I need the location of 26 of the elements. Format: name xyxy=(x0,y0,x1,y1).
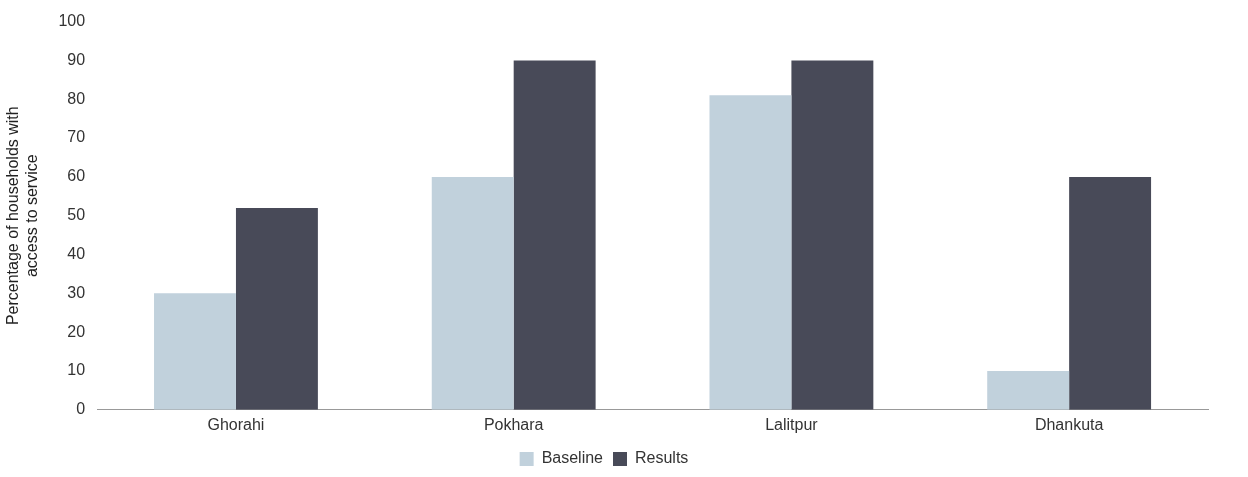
legend-label: Baseline xyxy=(541,449,604,467)
bar xyxy=(513,60,596,410)
y-tick-label: 0 xyxy=(76,400,86,418)
y-tick-label: 50 xyxy=(67,206,86,224)
y-tick-label: 100 xyxy=(58,12,86,30)
y-tick-label: 10 xyxy=(67,361,86,379)
y-tick-label: 80 xyxy=(67,89,86,107)
bar xyxy=(235,207,318,410)
bar xyxy=(791,60,874,410)
x-tick-label: Pokhara xyxy=(483,415,544,433)
legend-label: Results xyxy=(635,449,689,467)
y-tick-label: 60 xyxy=(67,167,86,185)
bar xyxy=(987,370,1070,410)
y-tick-label: 70 xyxy=(67,128,86,146)
y-axis-title: Percentage of households with access to service xyxy=(4,106,41,326)
bar xyxy=(709,95,792,410)
bar xyxy=(431,176,514,410)
x-tick-label: Lalitpur xyxy=(765,415,819,433)
x-tick-label: Dhankuta xyxy=(1034,415,1104,433)
y-tick-label: 90 xyxy=(67,50,86,68)
bar xyxy=(1069,176,1152,410)
y-tick-label: 20 xyxy=(67,322,86,340)
y-tick-label: 40 xyxy=(67,244,86,262)
x-tick-label: Ghorahi xyxy=(207,415,265,433)
y-tick-label: 30 xyxy=(67,283,86,301)
bar xyxy=(154,293,236,410)
